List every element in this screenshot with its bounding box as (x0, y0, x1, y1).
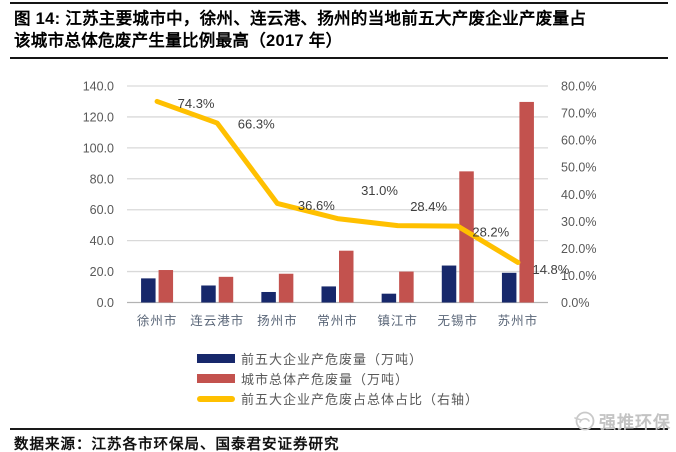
bar (261, 291, 276, 303)
legend-swatch-total-bar (196, 374, 235, 383)
left-axis-tick-label: 40.0 (90, 234, 114, 248)
watermark-text: 强推环保 (599, 413, 671, 432)
left-axis-tick-label: 100.0 (83, 141, 114, 155)
bar (201, 285, 216, 303)
line-data-label: 66.3% (238, 117, 275, 132)
x-axis-category-label: 徐州市 (137, 313, 178, 328)
line-data-labels: 74.3% 66.3% 36.6% 31.0% 28.4% 28.2% 14.8% (178, 96, 570, 277)
right-axis-tick-label: 10.0% (561, 269, 596, 283)
bar (441, 265, 457, 303)
watermark-bird-icon (574, 411, 595, 430)
right-axis-tick-label: 60.0% (561, 134, 596, 148)
left-axis-labels: 140.0 120.0 100.0 80.0 60.0 40.0 20.0 0.0 (83, 80, 114, 311)
left-axis-tick-label: 140.0 (83, 80, 114, 94)
gridlines (127, 85, 548, 304)
bar (158, 270, 174, 303)
line-data-label: 31.0% (361, 183, 398, 198)
line-data-label: 36.6% (298, 198, 335, 213)
line-data-label: 28.4% (410, 199, 447, 214)
legend-swatch-ratio-line (196, 395, 235, 402)
figure-header: 图 14: 江苏主要城市中，徐州、连云港、扬州的当地前五大产废企业产废量占该城市… (10, 2, 668, 59)
legend-label: 前五大企业产危废量（万吨） (240, 352, 424, 367)
bar (381, 293, 397, 303)
legend-label: 城市总体产危废量（万吨） (240, 372, 410, 387)
figure-title: 图 14: 江苏主要城市中，徐州、连云港、扬州的当地前五大产废企业产废量占该城市… (14, 10, 587, 50)
bar (218, 276, 234, 303)
left-axis-tick-label: 120.0 (83, 110, 114, 124)
right-axis-tick-label: 30.0% (561, 215, 596, 229)
left-axis-tick-label: 60.0 (90, 203, 114, 217)
legend-item-ratio-line: 前五大企业产危废占总体占比（右轴） (196, 392, 480, 407)
watermark-logo: 强推环保 (572, 408, 671, 433)
bar (141, 278, 156, 303)
x-axis-category-label: 常州市 (317, 313, 358, 328)
ratio-line (154, 98, 521, 265)
x-axis-category-label: 苏州市 (498, 313, 539, 328)
right-axis-tick-label: 20.0% (561, 242, 596, 256)
x-axis-category-label: 镇江市 (377, 313, 418, 328)
x-axis-category-label: 扬州市 (257, 313, 298, 328)
bar (339, 250, 354, 303)
data-source-note: 数据来源：江苏各市环保局、国泰君安证券研究 (14, 437, 340, 452)
right-axis-tick-label: 40.0% (561, 188, 596, 202)
chart-legend: 前五大企业产危废量（万吨） 城市总体产危废量（万吨） 前五大企业产危废占总体占比… (196, 352, 480, 407)
bars-top5-enterprises (141, 265, 517, 303)
bar (501, 272, 517, 303)
legend-item-total-bar: 城市总体产危废量（万吨） (196, 372, 479, 387)
combo-chart: 140.0 120.0 100.0 80.0 60.0 40.0 20.0 0.0 80.0% 7… (83, 80, 597, 329)
line-data-label: 14.8% (532, 262, 569, 277)
bar (399, 271, 414, 303)
right-axis-tick-label: 0.0% (561, 296, 590, 310)
bar (321, 286, 336, 303)
left-axis-tick-label: 20.0 (90, 265, 114, 279)
line-data-label: 74.3% (178, 96, 215, 111)
left-axis-tick-label: 80.0 (90, 172, 114, 186)
right-axis-tick-label: 80.0% (561, 80, 596, 94)
right-axis-tick-label: 50.0% (561, 161, 596, 175)
legend-label: 前五大企业产危废占总体占比（右轴） (240, 392, 480, 407)
right-axis-tick-label: 70.0% (561, 107, 596, 121)
bars-city-total (158, 101, 534, 303)
bar (459, 171, 474, 303)
right-axis-labels: 80.0% 70.0% 60.0% 50.0% 40.0% 30.0% 20.0% 10.0%… (561, 80, 596, 311)
bar (278, 273, 294, 303)
left-axis-tick-label: 0.0 (97, 296, 114, 310)
x-axis-category-label: 连云港市 (190, 313, 244, 328)
x-axis-category-label: 无锡市 (438, 313, 479, 328)
footer-divider (10, 428, 668, 430)
x-axis-labels: 徐州市 连云港市 扬州市 常州市 镇江市 无锡市 苏州市 (137, 313, 539, 328)
bar (519, 101, 534, 303)
legend-item-top5-bar: 前五大企业产危废量（万吨） (196, 352, 479, 367)
line-data-label: 28.2% (472, 225, 509, 240)
legend-swatch-top5-bar (196, 354, 235, 363)
